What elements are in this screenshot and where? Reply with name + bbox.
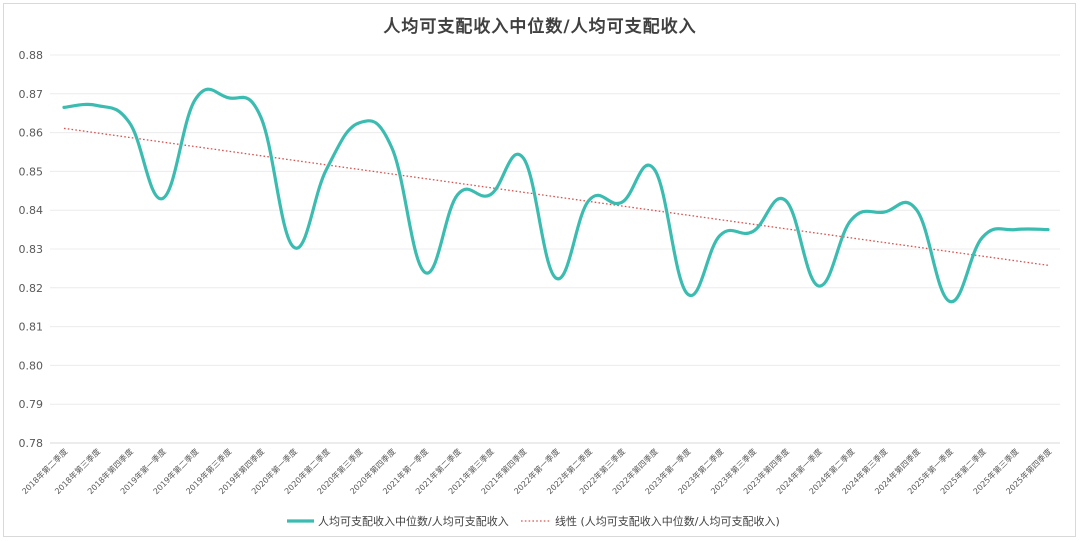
trend-line bbox=[63, 127, 1049, 266]
legend-label-series: 人均可支配收入中位数/人均可支配收入 bbox=[318, 514, 509, 528]
y-tick-label: 0.86 bbox=[19, 127, 44, 140]
legend: 人均可支配收入中位数/人均可支配收入 线性 (人均可支配收入中位数/人均可支配收… bbox=[287, 514, 780, 528]
chart-title: 人均可支配收入中位数/人均可支配收入 bbox=[383, 17, 697, 37]
y-tick-label: 0.88 bbox=[19, 49, 44, 62]
y-tick-label: 0.87 bbox=[19, 88, 44, 101]
y-tick-label: 0.84 bbox=[19, 204, 44, 217]
chart-frame bbox=[3, 3, 1076, 537]
legend-label-trend: 线性 (人均可支配收入中位数/人均可支配收入) bbox=[555, 514, 780, 528]
y-axis-ticks: 0.88 0.87 0.86 0.85 0.84 0.83 0.82 0.81 0.80 0.79… bbox=[19, 49, 44, 450]
x-axis-ticks: 2018年第二季度2018年第三季度2018年第四季度2019年第一季度2019… bbox=[20, 446, 1054, 496]
grid-lines bbox=[50, 54, 1060, 444]
y-tick-label: 0.78 bbox=[19, 437, 44, 450]
y-tick-label: 0.79 bbox=[19, 398, 44, 411]
series-line bbox=[62, 87, 1050, 303]
y-tick-label: 0.83 bbox=[19, 243, 44, 256]
y-tick-label: 0.85 bbox=[19, 165, 44, 178]
y-tick-label: 0.81 bbox=[19, 321, 44, 334]
y-tick-label: 0.82 bbox=[19, 282, 44, 295]
y-tick-label: 0.80 bbox=[19, 359, 44, 372]
